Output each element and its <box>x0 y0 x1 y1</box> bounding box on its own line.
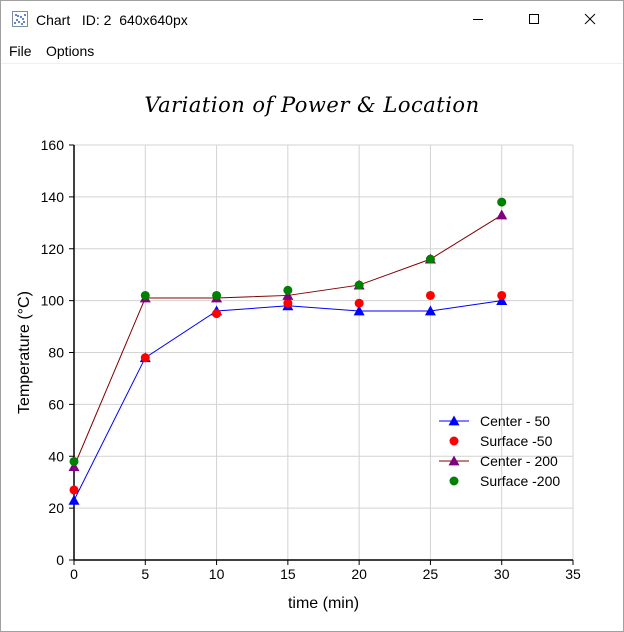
x-tick-label: 15 <box>280 566 296 582</box>
data-point <box>496 209 508 220</box>
data-point <box>283 298 293 308</box>
data-point <box>497 290 507 300</box>
x-tick-label: 20 <box>351 566 367 582</box>
data-point <box>212 290 222 300</box>
x-tick-label: 10 <box>209 566 225 582</box>
series-3 <box>69 197 507 466</box>
data-point <box>68 461 80 472</box>
minimize-icon <box>473 19 483 20</box>
x-tick-label: 25 <box>423 566 439 582</box>
menu-file[interactable]: File <box>9 43 32 59</box>
y-tick-label: 60 <box>48 396 64 412</box>
legend-label: Center - 200 <box>480 453 558 469</box>
scatter-chart-icon <box>12 11 28 27</box>
data-point <box>283 285 293 295</box>
legend-marker <box>448 415 460 426</box>
legend-label: Center - 50 <box>480 413 550 429</box>
menu-options[interactable]: Options <box>46 43 95 59</box>
data-point <box>282 289 294 300</box>
legend-marker <box>448 455 460 466</box>
y-tick-label: 140 <box>41 189 65 205</box>
x-axis-label: time (min) <box>288 595 359 612</box>
data-point <box>425 290 435 300</box>
data-point <box>353 305 365 316</box>
y-axis-label: Temperature (°C) <box>16 291 33 414</box>
legend-marker <box>449 476 459 486</box>
y-tick-label: 160 <box>41 137 65 153</box>
series-1 <box>69 290 507 495</box>
maximize-button[interactable] <box>511 1 557 37</box>
legend-label: Surface -200 <box>480 473 560 489</box>
y-tick-label: 40 <box>48 448 64 464</box>
y-tick-label: 80 <box>48 345 64 361</box>
menu-bar: File Options <box>1 39 623 64</box>
maximize-icon <box>529 14 539 24</box>
data-point <box>497 197 507 207</box>
legend-marker <box>449 436 459 446</box>
close-button[interactable] <box>567 1 613 37</box>
y-tick-label: 100 <box>41 293 65 309</box>
data-point <box>424 305 436 316</box>
window-title: Chart ID: 2 640x640px <box>36 12 188 28</box>
data-point <box>425 254 435 264</box>
data-point <box>69 456 79 466</box>
x-tick-label: 35 <box>565 566 581 582</box>
data-point <box>68 494 80 505</box>
data-point <box>496 295 508 306</box>
y-tick-label: 0 <box>56 552 64 568</box>
x-tick-label: 5 <box>141 566 149 582</box>
chart-area: Variation of Power & Location 0 5 10 15 20 25 3… <box>1 63 623 631</box>
data-point <box>140 290 150 300</box>
data-point <box>354 298 364 308</box>
close-icon <box>584 13 596 25</box>
y-tick-label: 120 <box>41 241 65 257</box>
data-point <box>140 353 150 363</box>
data-point <box>69 485 79 495</box>
data-point <box>354 280 364 290</box>
data-point <box>212 309 222 319</box>
x-tick-label: 0 <box>70 566 78 582</box>
line-chart: Variation of Power & Location 0 5 10 15 20 25 3… <box>16 93 581 612</box>
x-tick-label: 30 <box>494 566 510 582</box>
chart-title: Variation of Power & Location <box>144 93 479 117</box>
minimize-button[interactable] <box>455 1 501 37</box>
title-bar[interactable]: Chart ID: 2 640x640px <box>1 1 623 37</box>
legend-label: Surface -50 <box>480 433 553 449</box>
y-tick-label: 20 <box>48 500 64 516</box>
